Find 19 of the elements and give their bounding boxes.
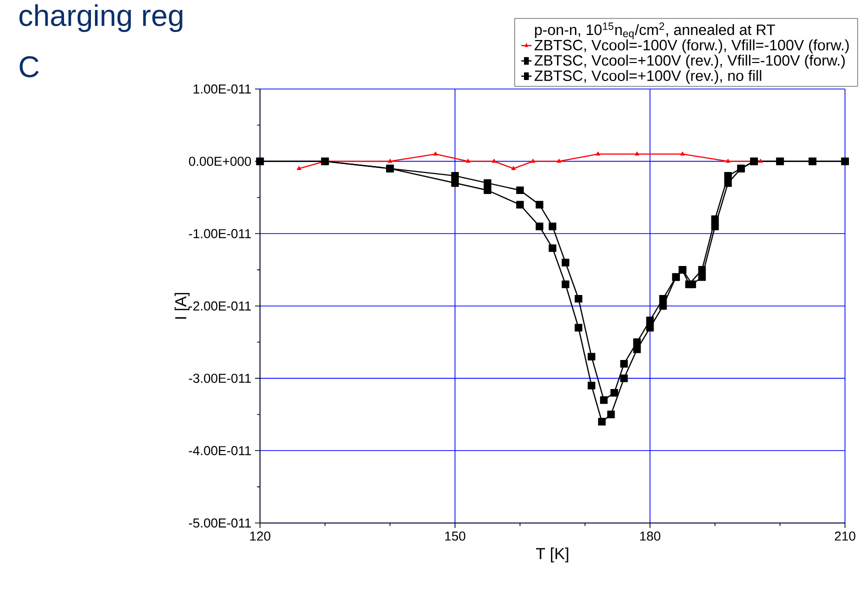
- y-tick-label: 0.00E+000: [188, 156, 251, 166]
- y-tick-label: -5.00E-011: [188, 518, 251, 528]
- x-tick-label: 210: [834, 532, 856, 541]
- y-tick-label: -4.00E-011: [188, 446, 251, 456]
- x-tick-label: 180: [640, 532, 660, 541]
- text: charging reg: [19, 4, 182, 32]
- x-axis-title: T [K]: [536, 548, 568, 562]
- y-axis-title: I [A]: [174, 292, 190, 319]
- text: C: [20, 56, 39, 78]
- legend-label: ZBTSC, Vcool=+100V (rev.), no fill: [534, 70, 762, 84]
- x-tick-label: 150: [445, 532, 466, 541]
- y-tick-label: -2.00E-011: [188, 301, 251, 311]
- y-tick-label: -3.00E-011: [188, 374, 251, 383]
- y-tick-label: 1.00E-011: [194, 84, 251, 94]
- legend-label: ZBTSC, Vcool=+100V (rev.), Vfill=-100V (forw.): [534, 54, 845, 69]
- legend-label: ZBTSC, Vcool=-100V (forw.), Vfill=-100V (forw.): [534, 39, 849, 54]
- y-tick-label: -1.00E-011: [188, 229, 251, 238]
- legend-title: p-on-n, 10$^{15}$n$_{eq}$/cm$^{2}$, annealed at RT: [535, 22, 776, 40]
- x-tick-label: 120: [250, 532, 270, 541]
